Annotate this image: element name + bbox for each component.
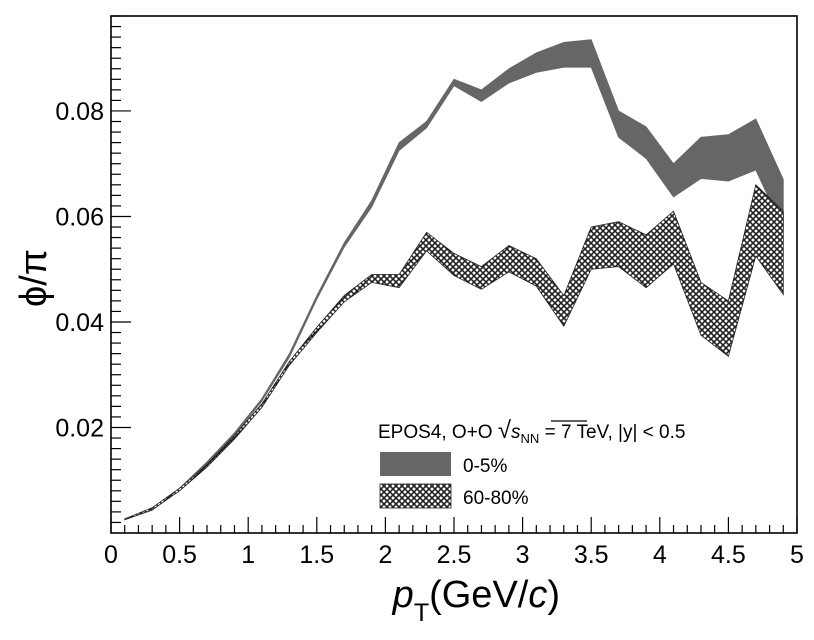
legend-sqrt-var: s	[511, 422, 521, 443]
y-axis-ticks	[111, 15, 131, 524]
band-60-80pct	[124, 184, 784, 521]
y-tick-label: 0.08	[55, 98, 104, 126]
x-axis-title-unit-close: )	[547, 574, 560, 616]
y-tick-label: 0.04	[55, 309, 104, 337]
legend-swatch-60-80	[379, 483, 452, 509]
y-tick-label: 0.02	[55, 414, 104, 442]
legend-header: EPOS4, O+O √sNN = 7 TeV, |y| < 0.5	[378, 417, 685, 446]
x-tick-label: 4	[653, 541, 667, 569]
x-axis-title-unit-var: c	[528, 574, 547, 616]
x-tick-label: 3.5	[574, 541, 609, 569]
x-tick-label: 2.5	[437, 541, 472, 569]
data-bands	[124, 39, 784, 521]
legend: EPOS4, O+O √sNN = 7 TeV, |y| < 0.5 0-5% …	[378, 417, 685, 509]
x-tick-label: 0.5	[162, 541, 197, 569]
y-axis-tick-labels: 0.02 0.04 0.06 0.08	[55, 98, 104, 443]
x-axis-title-subscript: T	[414, 599, 429, 627]
x-axis-ticks	[110, 517, 798, 533]
legend-sqrt-sign: √	[498, 417, 512, 444]
legend-header-pre: EPOS4, O+O	[378, 422, 498, 443]
legend-label-0-5: 0-5%	[463, 456, 507, 477]
band-0-5pct	[124, 39, 784, 521]
x-axis-title-unit-open: (GeV/	[429, 574, 529, 616]
legend-sqrt-sub: NN	[521, 431, 540, 446]
y-axis-title: ϕ/π	[13, 249, 55, 307]
x-tick-label: 3	[516, 541, 530, 569]
x-tick-label: 0	[104, 541, 118, 569]
y-tick-label: 0.06	[55, 203, 104, 231]
x-axis-title-symbol: p	[392, 574, 414, 616]
x-tick-label: 5	[790, 541, 804, 569]
x-tick-label: 2	[378, 541, 392, 569]
legend-header-post: = 7 TeV, |y| < 0.5	[539, 422, 685, 443]
x-tick-label: 1	[241, 541, 255, 569]
legend-label-60-80: 60-80%	[463, 488, 529, 509]
x-tick-label: 1.5	[299, 541, 334, 569]
x-axis-tick-labels: 0 0.5 1 1.5 2 2.5 3 3.5 4 4.5 5	[104, 541, 804, 569]
x-tick-label: 4.5	[711, 541, 746, 569]
x-axis-title: pT(GeV/c)	[392, 574, 560, 627]
legend-swatch-0-5	[380, 452, 451, 476]
